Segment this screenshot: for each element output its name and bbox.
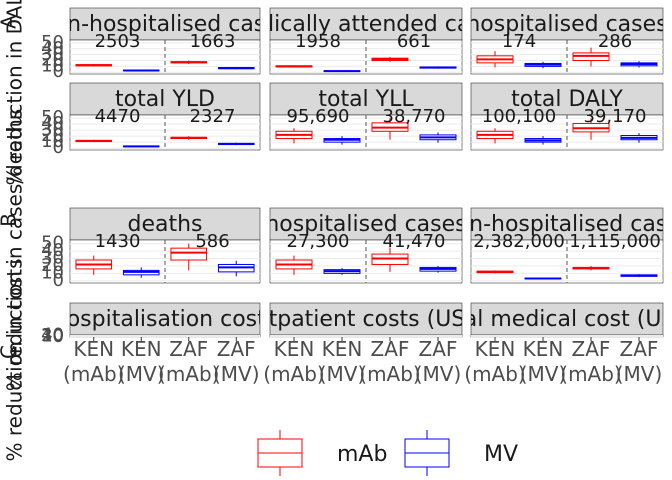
annotation: 2,382,000 — [473, 231, 565, 252]
y-tick-label: 40 — [41, 113, 64, 134]
panel-tag: C — [0, 345, 21, 359]
x-tick-label: KEN (MV) — [319, 337, 366, 386]
x-tick-label: KEN (mAb) — [63, 337, 124, 386]
annotation: 2503 — [95, 31, 141, 52]
x-tick-label: ZAF (MV) — [415, 337, 462, 386]
y-tick-label: 30 — [41, 44, 64, 65]
x-tick-label: ZAF (mAb) — [359, 337, 420, 386]
y-tick-label: 0 — [53, 137, 64, 158]
y-tick-label: 30 — [41, 119, 64, 140]
legend-label: MV — [484, 442, 518, 467]
y-tick-label: 50 — [41, 32, 64, 53]
strip-title: total YLD — [115, 87, 215, 112]
annotation: 95,690 — [287, 106, 350, 127]
strip-bg — [269, 302, 463, 336]
y-tick-label: 0 — [53, 61, 64, 82]
y-tick-label: 20 — [41, 125, 64, 146]
x-tick-label: ZAF (MV) — [616, 337, 663, 386]
y-tick-label: 10 — [41, 262, 64, 283]
x-tick-label: ZAF (mAb) — [560, 337, 621, 386]
strip-title: hospitalisation costs — [53, 307, 277, 332]
panel-tag: B — [0, 213, 21, 227]
y-tick-label: 20 — [41, 50, 64, 71]
x-tick-label: KEN (MV) — [118, 337, 165, 386]
x-tick-label: KEN (mAb) — [263, 337, 324, 386]
y-axis-title: % reduction in costs — [3, 259, 27, 462]
y-tick-label: 30 — [41, 325, 64, 346]
annotation: 38,770 — [383, 106, 446, 127]
y-tick-label: 20 — [41, 255, 64, 276]
strip-bg — [69, 207, 261, 241]
y-tick-label: 0 — [53, 326, 64, 347]
strip-title: non-hospitalised cases — [442, 212, 672, 237]
legend-label: mAb — [337, 442, 387, 467]
y-axis-title: % reduction in DALYs — [3, 0, 27, 185]
y-tick-label: 10 — [41, 326, 64, 347]
strip-bg — [470, 82, 664, 116]
box — [170, 247, 208, 261]
strip-title: total YLL — [318, 87, 414, 112]
strip-bg — [269, 82, 463, 116]
panel-tag: A — [0, 15, 21, 29]
y-tick-label: 0 — [53, 270, 64, 291]
annotation: 1958 — [295, 31, 341, 52]
y-tick-label: 30 — [41, 248, 64, 269]
strip-title: non-hospitalised cases — [40, 12, 291, 37]
annotation: 661 — [397, 31, 431, 52]
annotation: 4470 — [95, 106, 141, 127]
annotation: 1,115,000 — [569, 231, 661, 252]
annotation: 41,470 — [383, 231, 446, 252]
y-tick-label: 10 — [41, 131, 64, 152]
strip-bg — [470, 7, 664, 41]
x-tick-label: ZAF (MV) — [213, 337, 260, 386]
strip-title: hospitalised cases — [466, 12, 667, 37]
strip-bg — [69, 7, 261, 41]
y-tick-label: 50 — [41, 107, 64, 128]
strip-title: total medical cost (USD) — [433, 307, 672, 332]
strip-bg — [470, 302, 664, 336]
annotation: 286 — [598, 31, 632, 52]
annotation: 27,300 — [287, 231, 350, 252]
annotation: 586 — [195, 231, 229, 252]
strip-bg — [269, 207, 463, 241]
strip-title: deaths — [127, 212, 202, 237]
y-tick-label: 40 — [41, 240, 64, 261]
strip-bg — [69, 82, 261, 116]
strip-title: total DALY — [511, 87, 623, 112]
x-tick-label: KEN (MV) — [520, 337, 567, 386]
annotation: 1663 — [190, 31, 236, 52]
y-tick-label: 10 — [41, 55, 64, 76]
annotation: 1430 — [95, 231, 141, 252]
annotation: 39,170 — [584, 106, 647, 127]
annotation: 100,100 — [482, 106, 556, 127]
y-tick-label: 50 — [41, 233, 64, 254]
x-tick-label: KEN (mAb) — [464, 337, 525, 386]
strip-title: outpatient costs (USD) — [241, 307, 491, 332]
y-tick-label: 40 — [41, 325, 64, 346]
strip-bg — [269, 7, 463, 41]
strip-bg — [69, 302, 261, 336]
x-tick-label: ZAF (mAb) — [158, 337, 219, 386]
annotation: 2327 — [190, 106, 236, 127]
strip-title: hospitalised cases — [265, 212, 466, 237]
strip-title: medically attended cases — [225, 12, 507, 37]
y-tick-label: 40 — [41, 38, 64, 59]
y-axis-title: % reduction in cases/deaths — [3, 109, 27, 391]
y-tick-label: 20 — [41, 325, 64, 346]
strip-bg — [470, 207, 664, 241]
annotation: 174 — [502, 31, 536, 52]
